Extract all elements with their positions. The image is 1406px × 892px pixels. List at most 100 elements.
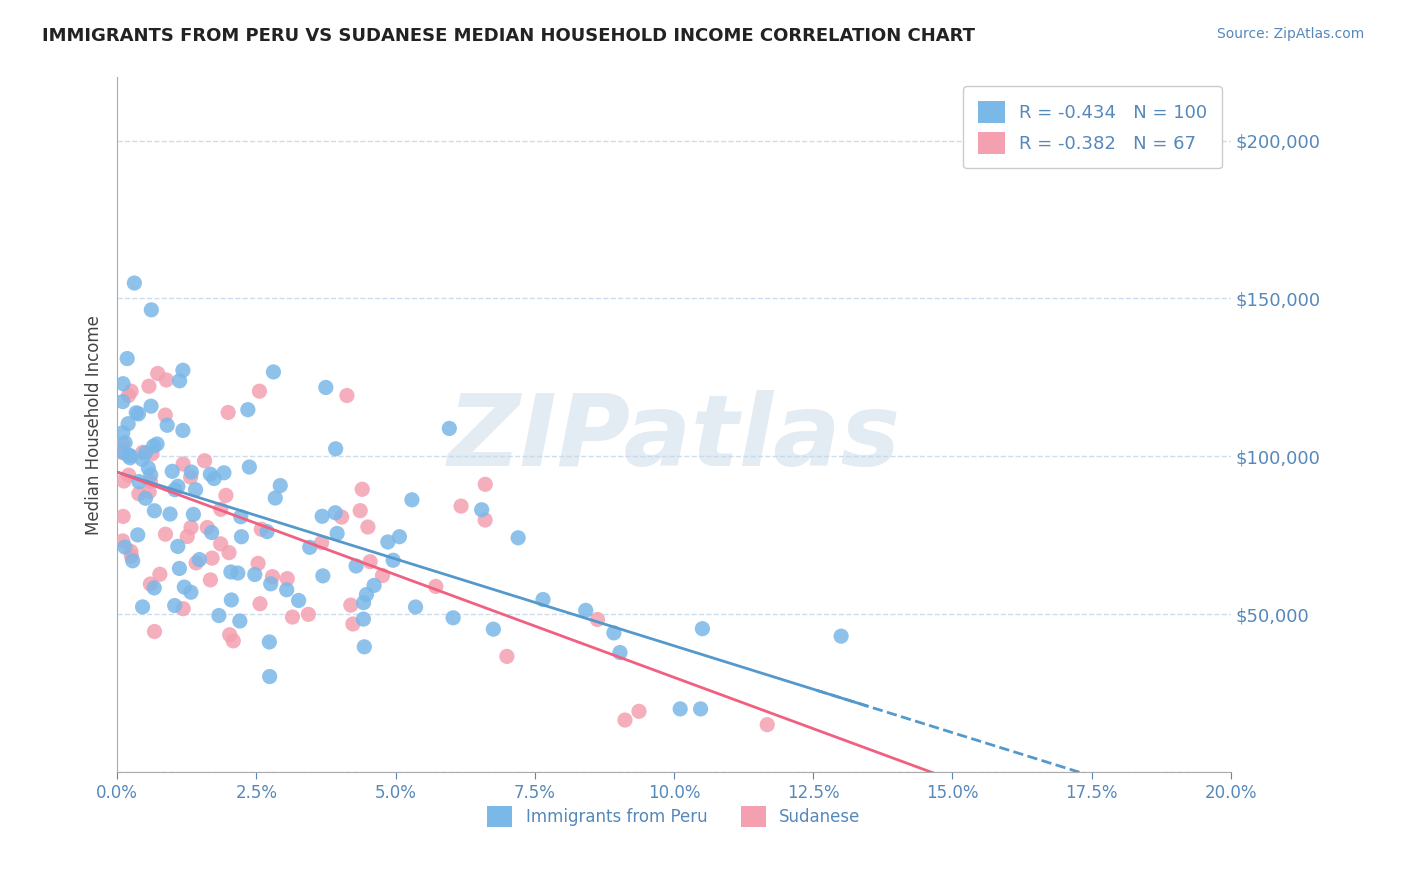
Point: [326, 526, 349, 541]
Point: [115, 351, 138, 366]
Y-axis label: Median Household Income: Median Household Income: [86, 315, 103, 534]
Point: [209, 502, 232, 516]
Point: [118, 468, 141, 483]
Point: [212, 466, 235, 480]
Point: [202, 471, 225, 485]
Point: [339, 598, 361, 612]
Point: [155, 527, 177, 541]
Point: [146, 367, 169, 381]
Point: [405, 599, 427, 614]
Point: [139, 399, 162, 413]
Point: [128, 487, 150, 501]
Point: [603, 626, 626, 640]
Point: [363, 578, 385, 592]
Point: [830, 629, 852, 643]
Point: [311, 509, 333, 524]
Point: [188, 552, 211, 566]
Point: [756, 717, 779, 731]
Point: [209, 537, 232, 551]
Point: [138, 461, 160, 475]
Point: [127, 528, 149, 542]
Point: [229, 509, 252, 524]
Point: [298, 541, 321, 555]
Point: [238, 460, 260, 475]
Point: [496, 649, 519, 664]
Point: [117, 448, 139, 462]
Point: [167, 479, 190, 493]
Point: [264, 491, 287, 505]
Point: [141, 447, 163, 461]
Point: [219, 565, 242, 579]
Point: [218, 546, 240, 560]
Point: [236, 402, 259, 417]
Point: [226, 566, 249, 580]
Point: [184, 556, 207, 570]
Point: [357, 520, 380, 534]
Point: [166, 540, 188, 554]
Point: [221, 593, 243, 607]
Point: [125, 406, 148, 420]
Point: [112, 376, 135, 391]
Point: [371, 568, 394, 582]
Point: [215, 488, 238, 502]
Point: [287, 593, 309, 607]
Point: [127, 407, 149, 421]
Point: [195, 520, 218, 534]
Point: [342, 617, 364, 632]
Point: [256, 524, 278, 539]
Point: [169, 561, 191, 575]
Point: [111, 445, 134, 459]
Point: [353, 596, 375, 610]
Point: [155, 373, 177, 387]
Point: [377, 535, 399, 549]
Point: [112, 509, 135, 524]
Point: [156, 418, 179, 433]
Point: [180, 520, 202, 534]
Point: [276, 582, 298, 597]
Point: [208, 608, 231, 623]
Point: [120, 549, 142, 563]
Point: [139, 577, 162, 591]
Point: [194, 454, 217, 468]
Point: [229, 614, 252, 628]
Point: [159, 507, 181, 521]
Point: [260, 576, 283, 591]
Point: [382, 553, 405, 567]
Point: [359, 555, 381, 569]
Point: [149, 567, 172, 582]
Text: ZIPatlas: ZIPatlas: [447, 390, 900, 487]
Point: [262, 569, 284, 583]
Point: [138, 484, 160, 499]
Point: [356, 588, 378, 602]
Point: [388, 530, 411, 544]
Point: [201, 525, 224, 540]
Point: [141, 302, 163, 317]
Point: [180, 585, 202, 599]
Point: [439, 421, 461, 435]
Point: [180, 470, 202, 484]
Point: [132, 445, 155, 459]
Point: [249, 597, 271, 611]
Point: [142, 439, 165, 453]
Point: [692, 622, 714, 636]
Text: Source: ZipAtlas.com: Source: ZipAtlas.com: [1216, 27, 1364, 41]
Point: [118, 450, 141, 465]
Point: [259, 669, 281, 683]
Point: [259, 635, 281, 649]
Point: [111, 533, 134, 548]
Text: IMMIGRANTS FROM PERU VS SUDANESE MEDIAN HOUSEHOLD INCOME CORRELATION CHART: IMMIGRANTS FROM PERU VS SUDANESE MEDIAN …: [42, 27, 976, 45]
Point: [155, 408, 177, 422]
Point: [222, 633, 245, 648]
Point: [627, 704, 650, 718]
Point: [201, 551, 224, 566]
Point: [131, 452, 153, 467]
Point: [117, 388, 139, 402]
Point: [111, 425, 134, 440]
Point: [183, 508, 205, 522]
Point: [172, 424, 194, 438]
Point: [262, 365, 284, 379]
Point: [609, 646, 631, 660]
Point: [128, 475, 150, 489]
Point: [243, 567, 266, 582]
Point: [134, 446, 156, 460]
